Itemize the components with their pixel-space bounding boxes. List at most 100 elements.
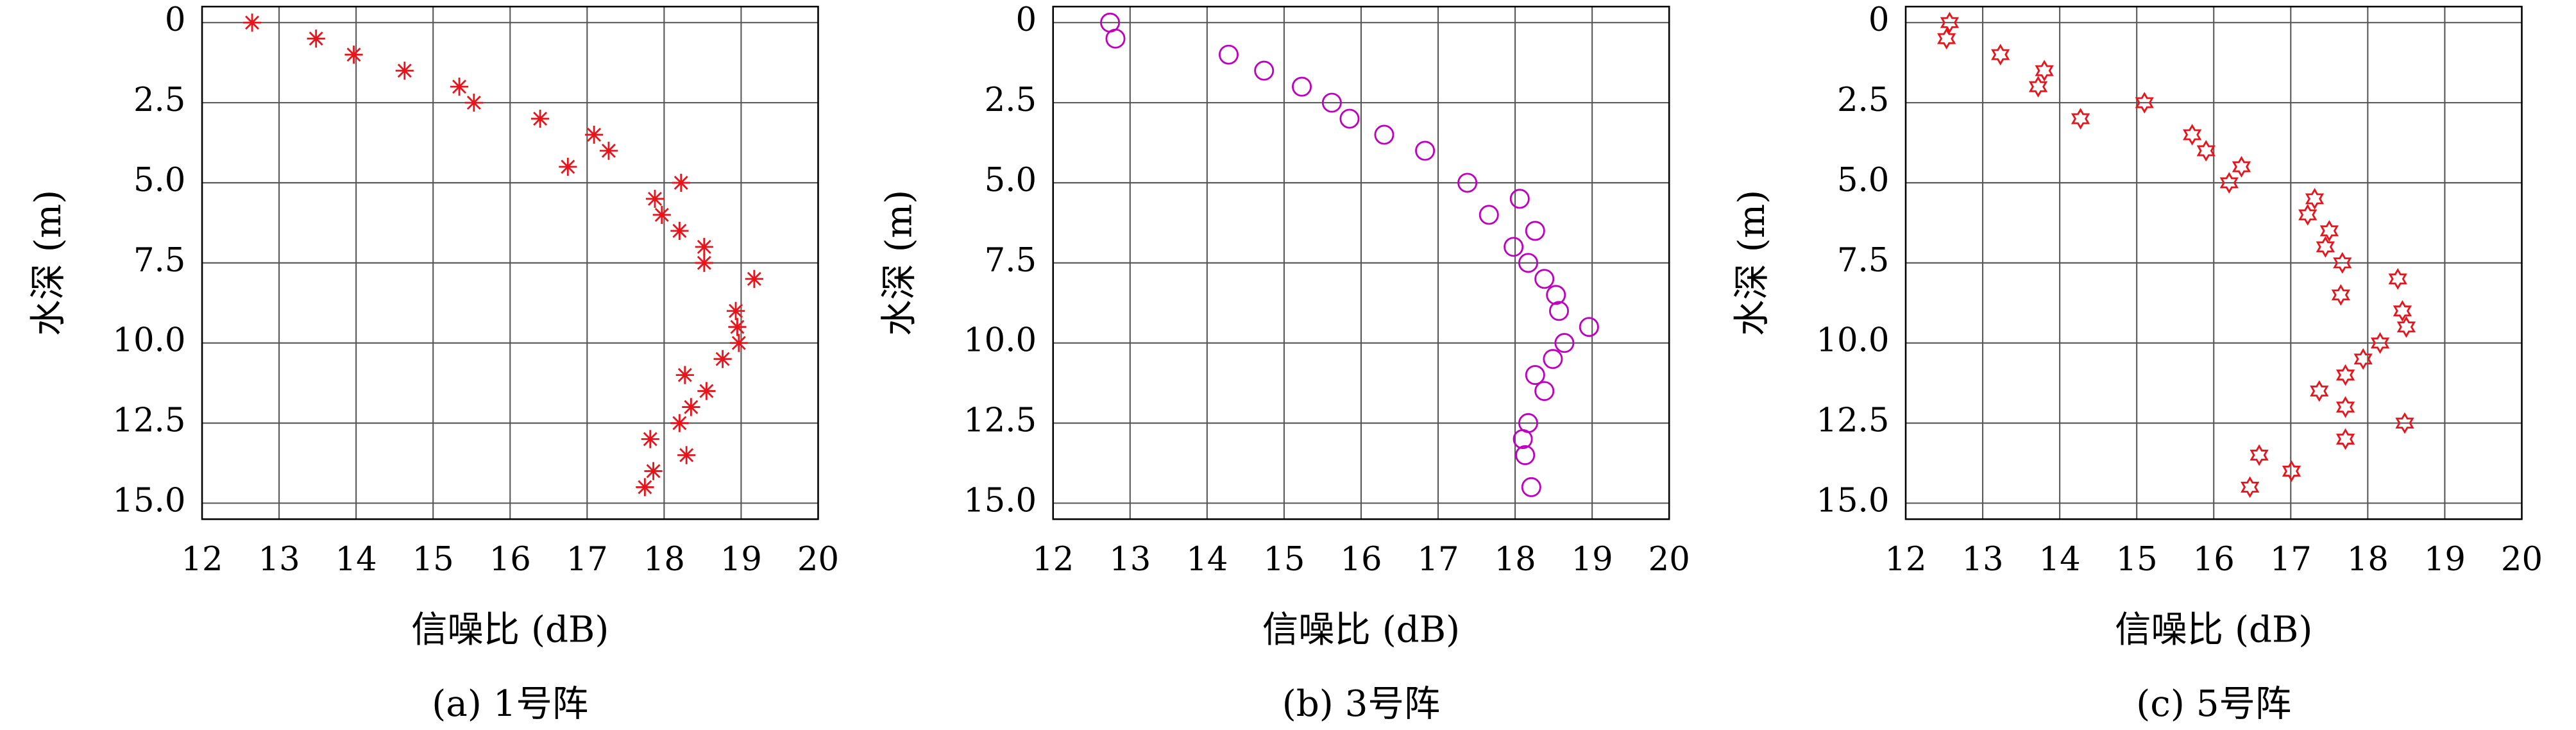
x-tick-label: 20 (2501, 540, 2543, 579)
x-tick-label: 14 (1186, 540, 1228, 579)
data-point (1543, 349, 1563, 369)
x-tick-label: 18 (1494, 540, 1536, 579)
data-point (2395, 412, 2414, 434)
y-tick-label: 7.5 (133, 241, 185, 280)
data-point (307, 30, 325, 48)
data-point (1509, 189, 1530, 209)
y-tick-label: 10.0 (1816, 321, 1889, 360)
data-point (641, 430, 659, 448)
y-tick-label: 7.5 (1837, 241, 1889, 280)
caption: (b) 3号阵 (1282, 683, 1440, 725)
data-point (2396, 316, 2416, 338)
x-tick-label: 12 (181, 540, 223, 579)
data-point (1525, 221, 1545, 241)
data-point (450, 78, 469, 96)
data-point (2335, 364, 2355, 386)
x-axis-label: 信噪比 (dB) (1262, 609, 1460, 651)
y-tick-label: 5.0 (985, 161, 1037, 199)
data-point (1534, 381, 1555, 402)
x-tick-label: 19 (1572, 540, 1613, 579)
x-tick-label: 16 (2193, 540, 2235, 579)
data-point (695, 253, 713, 272)
data-point (1105, 28, 1126, 49)
data-point (1940, 12, 1960, 34)
data-point (2388, 267, 2407, 290)
data-point (599, 141, 618, 160)
data-point (726, 301, 745, 320)
data-point (1321, 92, 1342, 113)
x-axis-label: 信噪比 (dB) (2115, 609, 2312, 651)
data-point (2298, 204, 2318, 226)
data-point (2282, 460, 2301, 482)
y-tick-label: 15.0 (963, 481, 1037, 520)
plot-frame (1904, 5, 2523, 520)
data-point (729, 334, 748, 352)
data-point (1579, 317, 1599, 337)
data-point (1937, 28, 1956, 50)
y-axis-label: 水深 (m) (28, 190, 69, 336)
data-point (2310, 380, 2329, 402)
y-tick-label: 2.5 (1837, 81, 1889, 119)
data-point (1518, 253, 1538, 273)
y-tick-label: 0 (1016, 1, 1037, 39)
x-tick-label: 19 (720, 540, 762, 579)
data-point (1479, 205, 1499, 225)
data-point (2331, 284, 2350, 306)
data-point (585, 125, 604, 144)
x-tick-label: 14 (2039, 540, 2081, 579)
plot-frame (1052, 5, 1670, 520)
x-tick-label: 12 (1885, 540, 1926, 579)
y-tick-label: 5.0 (1837, 161, 1889, 199)
data-point (670, 414, 689, 432)
x-tick-label: 19 (2424, 540, 2466, 579)
data-point (636, 478, 654, 497)
data-point (675, 366, 694, 384)
x-tick-label: 12 (1032, 540, 1074, 579)
data-point (1374, 124, 1394, 145)
data-point (1521, 477, 1541, 497)
data-point (2319, 219, 2339, 242)
y-tick-label: 10.0 (963, 321, 1037, 360)
data-point (1549, 301, 1570, 321)
data-point (242, 13, 262, 32)
data-point (344, 46, 363, 64)
data-point (2353, 348, 2373, 370)
y-tick-label: 7.5 (985, 241, 1037, 280)
data-point (2232, 156, 2251, 178)
y-tick-label: 2.5 (133, 81, 185, 119)
data-point (2035, 60, 2054, 82)
data-point (1218, 44, 1239, 65)
y-tick-label: 0 (165, 1, 186, 39)
data-point (1525, 365, 1545, 386)
data-point (1254, 60, 1275, 81)
y-tick-label: 0 (1868, 1, 1890, 39)
y-axis-label: 水深 (m) (879, 190, 920, 336)
data-point (745, 269, 763, 288)
data-point (464, 94, 483, 112)
data-point (713, 350, 732, 368)
x-tick-label: 15 (1263, 540, 1305, 579)
y-axis-label: 水深 (m) (1731, 190, 1773, 336)
data-point (2250, 444, 2269, 466)
x-tick-label: 13 (1962, 540, 2003, 579)
data-point (1546, 285, 1566, 305)
data-point (652, 205, 671, 224)
data-point (2370, 332, 2390, 354)
data-point (1513, 429, 1533, 449)
y-tick-label: 12.5 (1816, 402, 1889, 440)
data-point (682, 398, 700, 416)
data-point (2316, 235, 2335, 258)
data-point (530, 109, 550, 128)
data-point (645, 189, 665, 208)
x-tick-label: 20 (1648, 540, 1690, 579)
x-tick-label: 20 (797, 540, 839, 579)
x-tick-label: 15 (2116, 540, 2158, 579)
data-point (672, 173, 690, 192)
data-point (2333, 251, 2352, 274)
data-point (1991, 44, 2010, 66)
x-tick-label: 18 (2347, 540, 2389, 579)
x-tick-label: 17 (2270, 540, 2312, 579)
y-tick-label: 10.0 (112, 321, 185, 360)
